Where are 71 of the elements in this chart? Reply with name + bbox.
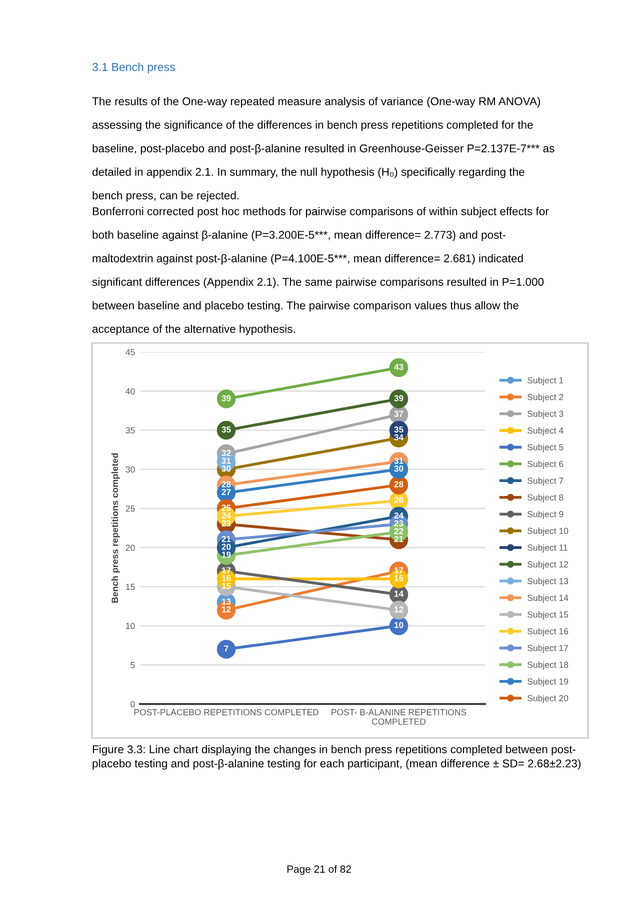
legend-label: Subject 6	[528, 460, 564, 469]
legend-label: Subject 11	[528, 544, 568, 552]
y-tick-label: 30	[126, 466, 135, 473]
data-label: 30	[394, 466, 404, 472]
legend-label: Subject 9	[528, 510, 564, 519]
data-label: 21	[394, 536, 404, 542]
data-label: 12	[394, 606, 404, 612]
legend-label: Subject 15	[528, 611, 568, 620]
data-label: 39	[394, 395, 404, 402]
data-label: 34	[394, 434, 404, 440]
data-label: 30	[222, 466, 231, 472]
data-label: 24	[222, 512, 231, 518]
legend-label: Subject 12	[528, 561, 568, 570]
y-tick-label: 20	[126, 544, 135, 551]
y-tick-label: 10	[126, 622, 135, 630]
y-tick-label: 35	[126, 427, 135, 434]
text: Bonferroni corrected post hoc methods for pairwise comparisons of within subject effects for both baseline against β-alanine (P=3.200E-5***, mean difference= 2.773) and post- maltodextrin against post-β-alanine (P=4.100E-5***, mean difference= 2.681) indicated significant differences (Appendix 2.1). The same pairwise comparisons resulted in P=1.000 between baseline and placebo testing. The pairwise comparison values thus allow the acceptance of the alternative hypothesis.	[92, 207, 549, 336]
data-label: 26	[394, 496, 404, 503]
y-tick-label: 40	[126, 388, 135, 394]
data-label: 12	[222, 606, 231, 612]
data-label: 39	[222, 395, 231, 402]
y-tick-label: 0	[130, 701, 135, 708]
legend-label: Subject 8	[528, 494, 564, 502]
data-label: 20	[222, 544, 231, 550]
data-label: 32	[222, 450, 231, 456]
legend-label: Subject 4	[528, 427, 564, 436]
data-label: 43	[394, 364, 404, 370]
y-tick-label: 15	[126, 584, 135, 590]
legend-label: Subject 20	[528, 694, 568, 704]
data-label: 25	[222, 504, 231, 511]
data-label: 16	[222, 575, 231, 582]
y-tick-label: 5	[130, 662, 135, 668]
legend-label: Subject 14	[528, 594, 568, 603]
data-label: 35	[222, 426, 231, 433]
legend-label: Subject 3	[528, 410, 564, 419]
data-label: 22	[394, 528, 404, 534]
legend-label: Subject 10	[528, 528, 568, 536]
legend-label: Subject 13	[528, 578, 568, 586]
chart-title: 3.1 Bench press	[92, 62, 175, 74]
data-label: 35	[394, 426, 404, 433]
data-label: 7	[224, 646, 228, 652]
text: Page 21 of 82	[287, 865, 351, 875]
legend-label: Subject 18	[528, 661, 568, 670]
legend-label: Subject 19	[528, 678, 568, 686]
y-tick-label: 25	[126, 506, 135, 512]
data-label: 31	[222, 458, 231, 464]
x-tick-label: POST- B-ALANINE REPETITIONS COMPLETED	[332, 709, 466, 725]
data-label: 15	[222, 582, 231, 589]
x-tick-label: POST-PLACEBO REPETITIONS COMPLETED	[134, 709, 318, 716]
data-label: 24	[394, 512, 404, 518]
legend-label: Subject 5	[528, 444, 564, 452]
data-label: 14	[394, 590, 404, 597]
point	[216, 640, 236, 659]
text: The results of the One-way repeated measure analysis of variance (One-way RM ANOVA) assessing the significance of the differences in bench press repetitions completed for the baseline, post-placebo and post-β-alanine resulted in Greenhouse-Geisser P=2.137E-7*** as detailed in appendix 2.1. In summary, the null hypothesis (H₀) specifically regarding the bench press, can be rejected.	[92, 97, 554, 202]
data-label: 17	[394, 567, 404, 574]
legend-label: Subject 1	[528, 376, 564, 386]
data-label: 19	[222, 552, 231, 558]
data-label: 10	[394, 622, 404, 628]
legend-label: Subject 7	[528, 477, 564, 486]
data-label: 16	[394, 575, 404, 582]
data-label: 23	[222, 520, 231, 526]
y-axis-title: Bench press repetitions completed	[111, 453, 120, 603]
data-label: 28	[394, 481, 404, 488]
legend-label: Subject 17	[528, 644, 568, 653]
data-label: 27	[222, 489, 231, 496]
data-label: 37	[394, 410, 404, 417]
data-label: 21	[222, 536, 231, 542]
y-tick-label: 45	[126, 349, 135, 356]
legend-label: Subject 16	[528, 628, 568, 636]
caption: Figure 3.3: Line chart displaying the changes in bench press repetitions completed between post- placebo testing and post-β-alanine testing for each participant, (mean difference ± SD= 2.68±2.23)	[92, 745, 581, 770]
legend-label: Subject 2	[528, 394, 564, 402]
